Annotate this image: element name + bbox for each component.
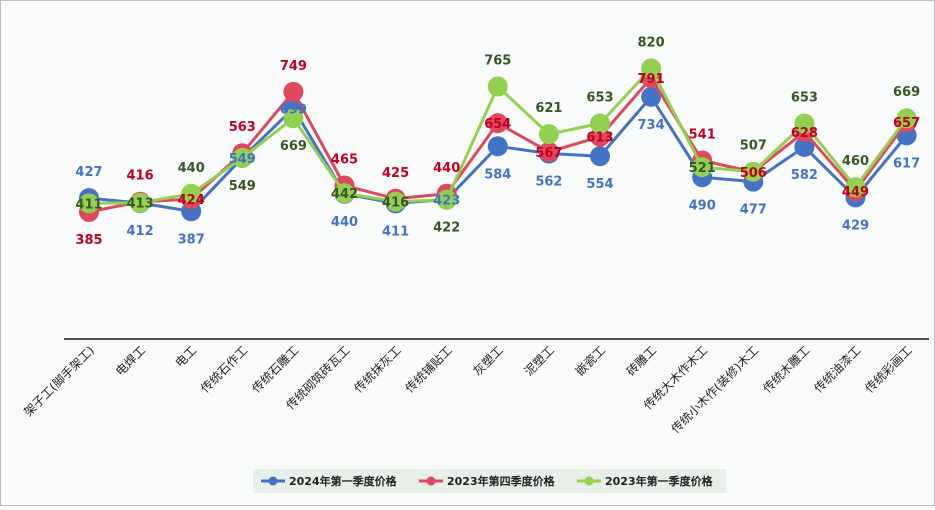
series-3-point — [641, 58, 662, 79]
x-tick-label: 电焊工 — [112, 343, 148, 379]
series-3-point — [436, 189, 457, 210]
data-label: 541 — [689, 127, 716, 142]
data-label: 416 — [382, 196, 409, 211]
x-tick-label: 泥塑工 — [521, 343, 557, 379]
series-3-point — [385, 191, 406, 212]
x-tick-label: 嵌瓷工 — [573, 343, 608, 378]
data-label: 617 — [893, 156, 920, 171]
data-label: 440 — [433, 161, 460, 176]
x-tick-label: 砖雕工 — [623, 343, 659, 379]
legend-label: 2023年第四季度价格 — [447, 474, 556, 488]
series-2-point — [538, 141, 559, 162]
data-label: 549 — [229, 152, 256, 167]
x-tick-label: 灰塑工 — [470, 343, 506, 379]
series-2-point — [487, 113, 508, 134]
x-tick-label: 传统铺贴工 — [402, 343, 455, 396]
x-tick-label: 传统油漆工 — [811, 343, 864, 396]
data-label: 449 — [842, 185, 869, 200]
series-3-point — [232, 147, 253, 168]
data-label: 669 — [280, 139, 307, 154]
data-label: 422 — [433, 221, 460, 236]
series-3-point — [590, 113, 610, 134]
data-label: 582 — [791, 168, 818, 183]
data-label: 749 — [280, 59, 307, 74]
series-1-point — [590, 146, 610, 167]
legend-swatch-marker — [584, 476, 594, 486]
x-tick-label: 传统小木作(装修)木工 — [668, 343, 762, 437]
series-2-point — [283, 81, 304, 102]
data-label: 657 — [893, 116, 920, 131]
legend-swatch-marker — [426, 476, 436, 486]
x-tick-label: 传统木雕工 — [759, 343, 812, 396]
series-1-point — [487, 136, 508, 157]
x-tick-label: 传统石作工 — [197, 343, 250, 396]
data-label: 669 — [893, 85, 920, 100]
data-label: 563 — [229, 120, 256, 135]
data-label: 429 — [842, 218, 869, 233]
series-3-point — [79, 193, 99, 214]
data-label: 477 — [740, 203, 767, 218]
data-label: 442 — [331, 187, 358, 202]
legend-label: 2024年第一季度价格 — [289, 474, 398, 488]
data-label: 440 — [331, 215, 358, 230]
data-label: 506 — [740, 166, 767, 181]
data-label: 584 — [484, 167, 511, 182]
series-1-point — [641, 86, 662, 107]
data-label: 567 — [535, 146, 562, 161]
x-tick-label: 架子工(脚手架工) — [20, 343, 97, 420]
series-3-point — [334, 183, 355, 204]
data-label: 440 — [178, 161, 205, 176]
series-3-point — [794, 113, 815, 134]
data-label: 654 — [484, 117, 511, 132]
data-label: 699 — [280, 102, 307, 117]
series-1-point — [794, 136, 815, 157]
series-3-point — [845, 177, 866, 198]
data-label: 460 — [842, 154, 869, 169]
data-label: 562 — [535, 175, 562, 190]
data-label: 411 — [75, 197, 102, 212]
data-label: 465 — [331, 153, 358, 168]
data-label: 653 — [791, 91, 818, 106]
data-label: 765 — [484, 54, 511, 69]
series-3-point — [896, 108, 917, 129]
data-label: 385 — [75, 233, 102, 248]
data-label: 427 — [75, 165, 102, 180]
series-3-point — [181, 183, 202, 204]
data-label: 621 — [535, 101, 562, 116]
legend-box — [253, 469, 726, 493]
data-label: 653 — [586, 91, 613, 106]
data-label: 490 — [689, 198, 716, 213]
data-label: 791 — [638, 72, 665, 87]
data-label: 425 — [382, 166, 409, 181]
legend-label: 2023年第一季度价格 — [605, 474, 714, 488]
data-label: 734 — [638, 118, 665, 133]
data-label: 424 — [178, 193, 205, 208]
data-label: 411 — [382, 224, 409, 239]
series-3-point — [130, 192, 151, 213]
data-label: 628 — [791, 126, 818, 141]
data-label: 507 — [740, 139, 767, 154]
series-3-point — [283, 108, 304, 129]
data-label: 613 — [586, 131, 613, 146]
data-label: 412 — [127, 224, 154, 239]
data-label: 521 — [689, 161, 716, 176]
series-3-point — [692, 157, 713, 178]
series-3-point — [538, 124, 559, 145]
x-tick-label: 传统抹灰工 — [351, 343, 404, 396]
series-3-point — [743, 161, 764, 182]
x-tick-label: 电工 — [172, 343, 199, 370]
legend-swatch-marker — [268, 476, 278, 486]
x-tick-label: 传统石雕工 — [248, 343, 301, 396]
data-label: 387 — [178, 232, 205, 247]
data-label: 554 — [586, 177, 613, 192]
data-label: 820 — [638, 35, 665, 50]
data-label: 423 — [433, 193, 460, 208]
data-label: 549 — [229, 179, 256, 194]
x-tick-label: 传统彩画工 — [862, 343, 915, 396]
data-label: 416 — [127, 169, 154, 184]
data-label: 413 — [127, 197, 154, 212]
series-3-point — [487, 76, 508, 97]
